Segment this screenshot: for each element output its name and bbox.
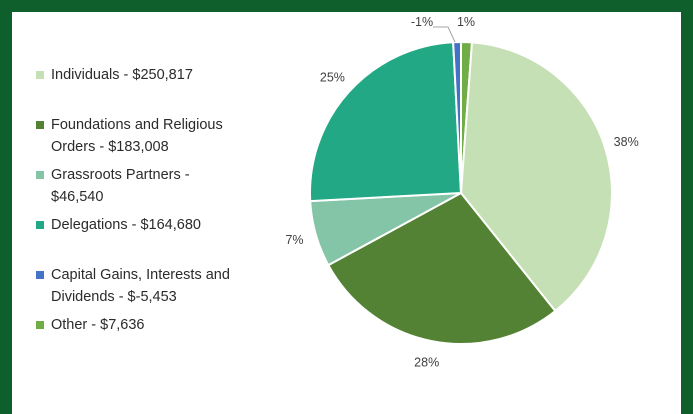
pie-chart: 1% 38% 28% 7% 25% -1% [12,12,681,414]
leader-line [433,27,455,42]
label-delegations: 25% [320,70,345,84]
label-foundations: 28% [414,356,439,370]
chart-frame: Individuals - $250,817 Foundations and R… [12,12,681,414]
label-capital-gains: -1% [411,15,433,29]
label-grassroots: 7% [285,233,303,247]
label-individuals: 38% [614,135,639,149]
label-other: 1% [457,15,475,29]
slice-delegations [310,42,461,201]
